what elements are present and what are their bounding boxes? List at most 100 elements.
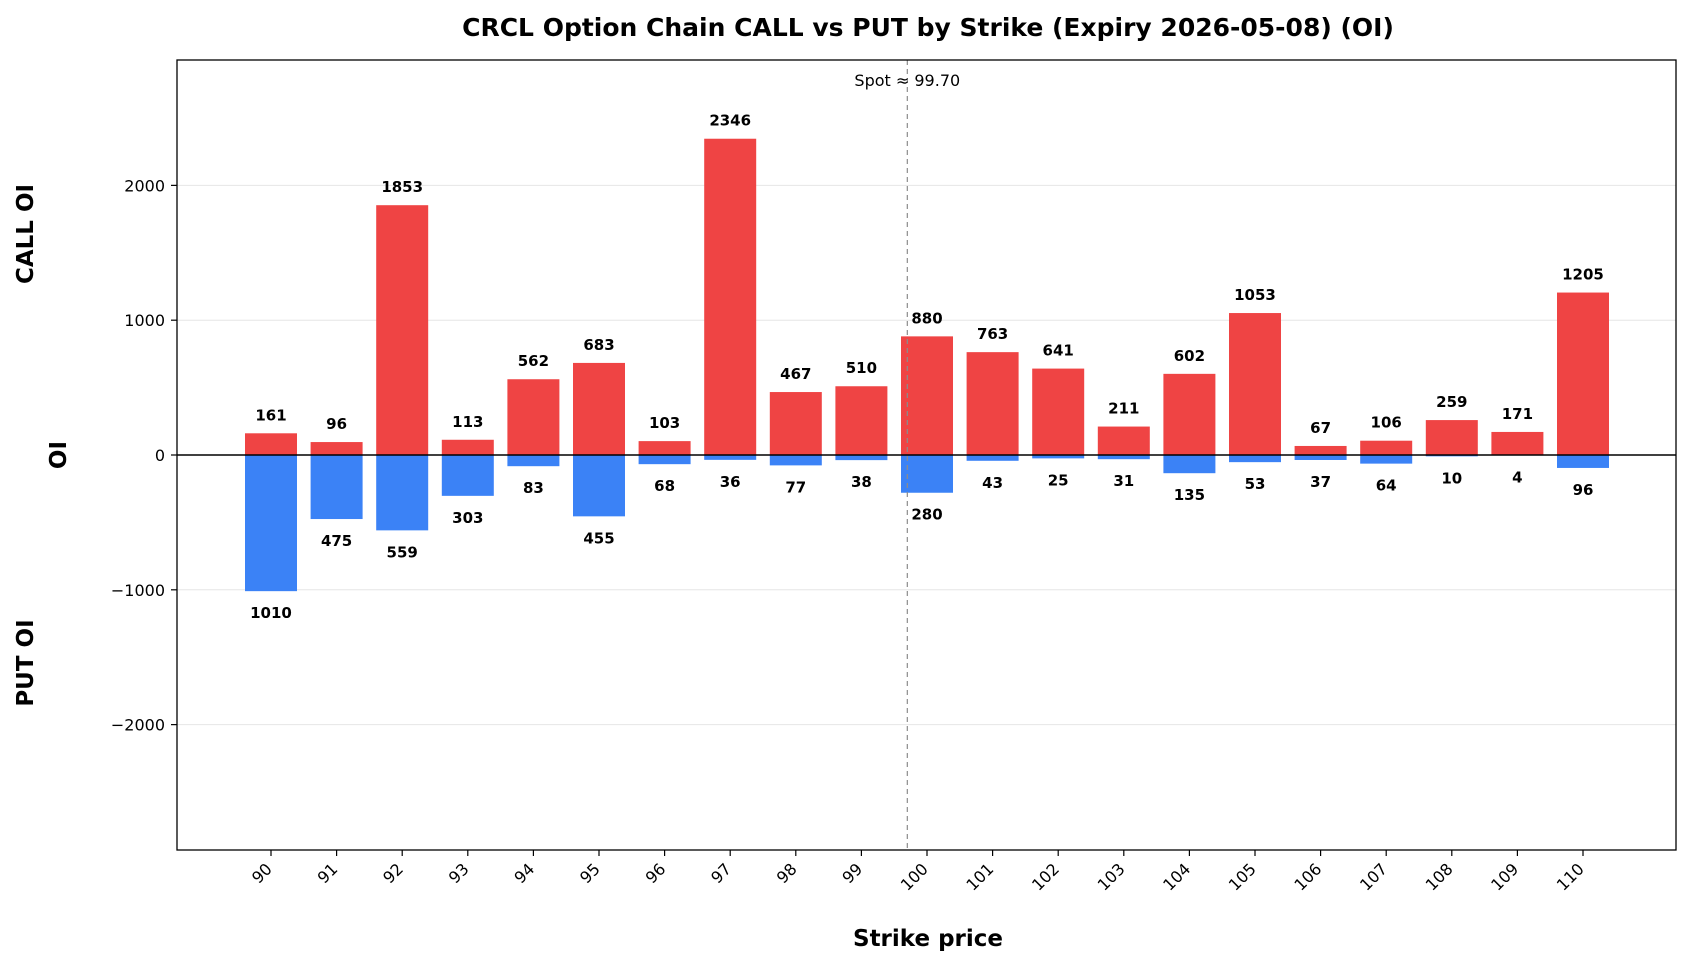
put-value-label: 1010: [250, 604, 292, 622]
put-value-label: 38: [851, 473, 872, 491]
put-bar: [310, 455, 363, 520]
call-bar: [1097, 426, 1150, 455]
x-tick-label: 91: [314, 859, 342, 887]
x-tick-label: 95: [576, 859, 604, 887]
call-bar: [1163, 373, 1216, 455]
put-value-label: 455: [583, 529, 614, 547]
put-bar: [966, 455, 1019, 461]
call-bar: [1360, 440, 1413, 455]
call-bar: [704, 138, 757, 455]
call-value-label: 113: [452, 413, 483, 431]
call-bar: [901, 336, 953, 455]
call-value-label: 106: [1371, 414, 1402, 432]
x-tick-label: 108: [1422, 859, 1457, 894]
call-value-label: 171: [1502, 405, 1533, 423]
put-value-label: 64: [1376, 477, 1397, 495]
x-tick-label: 110: [1553, 859, 1588, 894]
plot-area: Spot ≈ 99.701611010964751853559113303562…: [111, 59, 1677, 894]
y-axis-label-put: PUT OI: [13, 619, 39, 706]
x-tick-label: 105: [1225, 859, 1260, 894]
call-value-label: 683: [583, 336, 614, 354]
y-tick-label: −1000: [111, 581, 165, 600]
x-tick-label: 92: [379, 859, 407, 887]
x-tick-label: 109: [1487, 859, 1522, 894]
y-tick-label: 0: [155, 446, 165, 465]
x-tick-label: 102: [1028, 859, 1063, 894]
x-tick-label: 106: [1290, 859, 1325, 894]
call-value-label: 880: [911, 309, 942, 327]
call-value-label: 103: [649, 414, 680, 432]
call-bar: [507, 379, 560, 455]
put-bar: [1557, 455, 1609, 468]
call-bar: [966, 352, 1019, 455]
call-bar: [638, 441, 691, 455]
put-value-label: 37: [1310, 473, 1331, 491]
put-bar: [376, 455, 429, 531]
put-value-label: 475: [321, 532, 352, 550]
call-bar: [310, 442, 363, 455]
put-bar: [573, 455, 625, 517]
call-bar: [376, 205, 429, 455]
put-bar: [1294, 455, 1347, 460]
call-bar: [1557, 292, 1609, 455]
x-tick-label: 93: [445, 859, 473, 887]
put-bar: [1097, 455, 1150, 460]
put-bar: [1360, 455, 1413, 464]
call-value-label: 259: [1436, 393, 1467, 411]
x-tick-label: 107: [1356, 859, 1391, 894]
call-bar: [441, 439, 494, 455]
put-value-label: 10: [1441, 469, 1462, 487]
put-bar: [507, 455, 560, 467]
put-value-label: 43: [982, 474, 1003, 492]
call-value-label: 1853: [381, 178, 423, 196]
call-value-label: 2346: [709, 112, 751, 130]
x-tick-label: 100: [897, 859, 932, 894]
call-value-label: 67: [1310, 419, 1331, 437]
x-tick-label: 90: [248, 859, 276, 887]
put-value-label: 4: [1512, 469, 1522, 487]
call-value-label: 641: [1043, 342, 1074, 360]
call-bar: [573, 362, 625, 455]
call-value-label: 602: [1174, 347, 1205, 365]
put-bar: [769, 455, 822, 466]
chart-title: CRCL Option Chain CALL vs PUT by Strike …: [462, 13, 1394, 42]
x-axis-label: Strike price: [853, 926, 1003, 952]
call-bar: [245, 433, 297, 455]
call-bar: [835, 386, 888, 455]
x-tick-label: 94: [510, 859, 538, 887]
put-bar: [245, 455, 297, 592]
call-value-label: 96: [326, 415, 347, 433]
call-value-label: 510: [846, 359, 877, 377]
y-tick-label: 1000: [124, 311, 165, 330]
put-value-label: 303: [452, 509, 483, 527]
x-tick-label: 104: [1159, 859, 1194, 894]
call-bar: [769, 392, 822, 455]
call-bar: [1032, 368, 1085, 455]
y-tick-label: 2000: [124, 176, 165, 195]
call-value-label: 467: [780, 365, 811, 383]
put-bar: [441, 455, 494, 496]
put-value-label: 280: [911, 506, 942, 524]
call-bar: [1425, 420, 1478, 455]
put-bar: [1229, 455, 1281, 463]
put-bar: [638, 455, 691, 465]
x-tick-label: 96: [642, 859, 670, 887]
call-bar: [1229, 313, 1281, 455]
y-axis-label: OI: [46, 441, 72, 469]
call-value-label: 562: [518, 352, 549, 370]
call-bar: [1491, 431, 1544, 455]
put-bar: [1163, 455, 1216, 474]
put-value-label: 25: [1048, 471, 1069, 489]
put-value-label: 559: [387, 543, 418, 561]
x-tick-label: 97: [707, 859, 735, 887]
call-value-label: 161: [255, 406, 286, 424]
call-value-label: 1053: [1234, 286, 1276, 304]
call-value-label: 763: [977, 325, 1008, 343]
x-tick-label: 101: [962, 859, 997, 894]
put-value-label: 135: [1174, 486, 1205, 504]
put-value-label: 83: [523, 479, 544, 497]
put-value-label: 53: [1245, 475, 1266, 493]
spot-label: Spot ≈ 99.70: [854, 71, 960, 90]
put-value-label: 31: [1113, 472, 1134, 490]
